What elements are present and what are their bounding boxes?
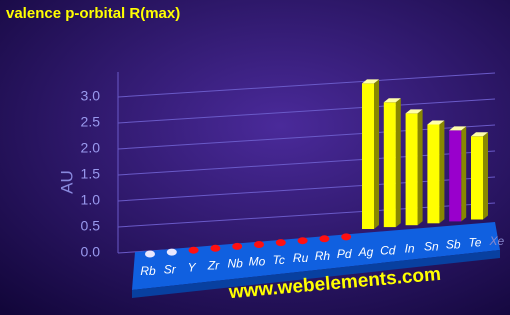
y-tick-label: 2.0 — [81, 140, 101, 156]
bar-top — [471, 132, 488, 137]
bar — [471, 136, 483, 220]
y-tick-label: 0.0 — [81, 244, 101, 260]
grid-line — [117, 72, 496, 98]
x-tick-label: Sr — [164, 262, 177, 276]
bar-top — [449, 126, 467, 131]
dot — [297, 237, 308, 245]
dot — [145, 250, 155, 258]
dot — [188, 246, 199, 254]
floor-edge — [132, 250, 500, 298]
x-tick-label: Sb — [446, 238, 461, 252]
bar-top — [427, 120, 445, 125]
y-tick-label: 1.5 — [81, 166, 101, 182]
y-tick-label: 0.5 — [81, 218, 101, 234]
x-tick-label: Nb — [228, 257, 244, 271]
floor — [132, 222, 500, 290]
x-tick-label: Ag — [358, 245, 374, 259]
bar-side — [417, 109, 423, 226]
x-tick-label: Sn — [424, 239, 439, 253]
y-tick-label: 1.0 — [81, 192, 101, 208]
x-tick-label: Cd — [380, 243, 396, 257]
bar-top — [362, 79, 379, 84]
chart-title: valence p-orbital R(max) — [6, 5, 180, 22]
x-tick-label: Y — [188, 260, 197, 274]
bar-side — [374, 79, 379, 230]
bar-side — [461, 126, 467, 222]
dot — [275, 239, 286, 247]
bar — [383, 102, 396, 228]
x-tick-label: Te — [469, 236, 482, 250]
bar-top — [405, 109, 423, 114]
bar-top — [383, 98, 401, 103]
bar — [427, 124, 440, 224]
bar-side — [483, 132, 488, 220]
x-tick-label: Zr — [207, 258, 220, 272]
bar-side — [395, 98, 401, 228]
y-tick-label: 3.0 — [81, 88, 101, 104]
dot — [254, 241, 264, 248]
x-tick-label: Tc — [273, 253, 285, 267]
bar — [362, 83, 374, 230]
dot — [341, 233, 352, 241]
dot — [166, 248, 177, 256]
x-tick-label: Mo — [249, 255, 266, 269]
y-tick-label: 2.5 — [81, 114, 101, 130]
bar — [405, 113, 418, 226]
dot — [319, 235, 330, 243]
dot — [210, 244, 221, 252]
dot — [232, 242, 243, 250]
x-tick-label: Xe — [488, 234, 504, 248]
x-tick-label: Pd — [337, 247, 352, 261]
x-tick-label: Rb — [140, 264, 156, 278]
x-tick-label: Ru — [293, 251, 309, 265]
bar — [449, 130, 462, 222]
x-tick-label: In — [405, 241, 415, 255]
x-tick-label: Rh — [315, 249, 331, 263]
bar-side — [439, 120, 445, 224]
grid-line — [117, 98, 496, 124]
y-axis-label: AU — [57, 170, 76, 194]
